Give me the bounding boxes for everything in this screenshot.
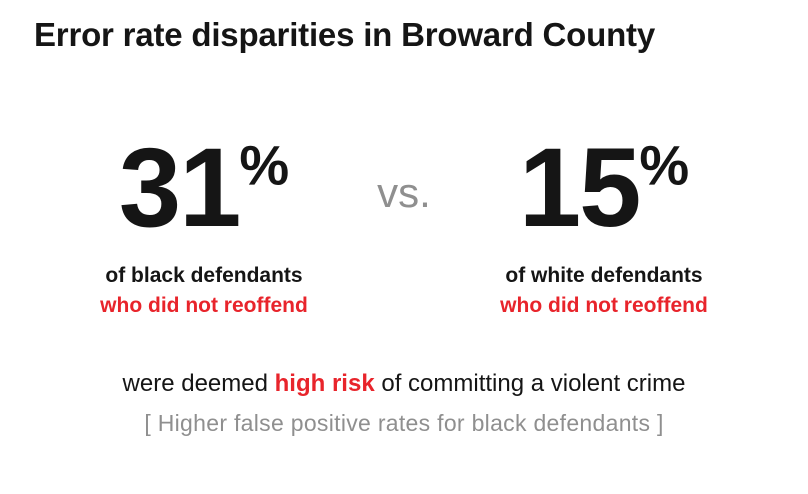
- stat-label-white: of white defendants: [505, 264, 703, 287]
- footer-sentence-post: of committing a violent crime: [374, 370, 686, 397]
- stat-black-defendants: 31% of black defendants who did not reof…: [64, 132, 344, 318]
- stat-number-white: 15: [518, 125, 642, 250]
- percent-sign-black: %: [239, 133, 290, 197]
- footer-sentence: were deemed high risk of committing a vi…: [0, 370, 808, 398]
- stat-sublabel-white: who did not reoffend: [500, 294, 708, 317]
- stat-white-defendants: 15% of white defendants who did not reof…: [464, 132, 744, 318]
- stat-value-white: 15%: [464, 132, 744, 244]
- comparison-row: 31% of black defendants who did not reof…: [0, 132, 808, 318]
- stat-sublabel-black: who did not reoffend: [100, 294, 308, 317]
- footer-sentence-pre: were deemed: [122, 370, 275, 397]
- stat-label-black: of black defendants: [105, 264, 303, 287]
- stat-value-black: 31%: [64, 132, 344, 244]
- footer-highlight-high-risk: high risk: [274, 370, 375, 397]
- stat-number-black: 31: [118, 125, 242, 250]
- footer-note: [ Higher false positive rates for black …: [144, 410, 664, 436]
- percent-sign-white: %: [639, 133, 690, 197]
- page-title: Error rate disparities in Broward County: [34, 16, 655, 53]
- vs-text: vs.: [377, 169, 431, 216]
